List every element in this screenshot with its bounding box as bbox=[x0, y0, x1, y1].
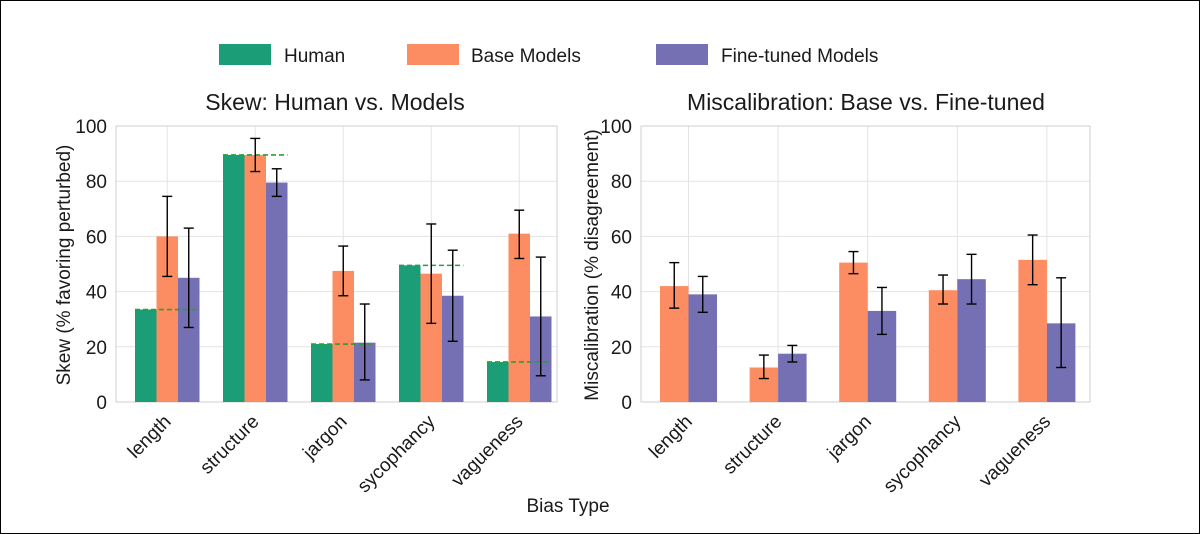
miscal-xtick-label-structure: structure bbox=[719, 411, 786, 478]
skew-errorbar-base-models-sycophancy bbox=[426, 223, 437, 325]
miscal-ytick-label: 20 bbox=[611, 338, 632, 359]
miscal-errorbar-base-models-vagueness bbox=[1027, 234, 1038, 286]
skew-ytick-label: 20 bbox=[86, 338, 107, 359]
miscal-errorbars-base-models bbox=[669, 234, 1038, 380]
miscal-errorbar-fine-tuned-models-structure bbox=[787, 344, 798, 363]
skew-bar-base-models-vagueness bbox=[508, 233, 530, 402]
miscal-errorbar-fine-tuned-models-length bbox=[697, 275, 708, 313]
miscal-errorbar-base-models-sycophancy bbox=[938, 274, 949, 305]
skew-bar-base-models-sycophancy bbox=[420, 273, 442, 402]
legend-item-fine-tuned-models: Fine-tuned Models bbox=[656, 44, 878, 67]
legend-label-human: Human bbox=[284, 46, 345, 67]
miscal-errorbar-fine-tuned-models-vagueness bbox=[1056, 277, 1067, 369]
legend-swatch-fine-tuned-models bbox=[656, 44, 708, 65]
miscal-ytick-label: 60 bbox=[611, 227, 632, 248]
legend-label-base-models: Base Models bbox=[471, 46, 581, 67]
skew-bar-human-jargon bbox=[311, 344, 333, 402]
miscalibration-chart-title: Miscalibration: Base vs. Fine-tuned bbox=[687, 89, 1045, 115]
skew-errorbar-fine-tuned-models-length bbox=[183, 227, 194, 329]
legend-item-base-models: Base Models bbox=[407, 44, 581, 67]
legend-label-fine-tuned-models: Fine-tuned Models bbox=[721, 46, 878, 67]
skew-chart: Skew: Human vs. Models Skew (% favoring … bbox=[54, 89, 558, 497]
skew-errorbar-base-models-jargon bbox=[338, 245, 349, 297]
skew-bar-human-structure bbox=[223, 154, 245, 402]
legend: Human Base Models Fine-tuned Models bbox=[219, 44, 878, 67]
miscal-bar-base-models-sycophancy bbox=[928, 290, 958, 402]
skew-bar-base-models-structure bbox=[244, 154, 266, 402]
skew-xtick-label-structure: structure bbox=[196, 411, 263, 478]
miscal-errorbar-fine-tuned-models-sycophancy bbox=[966, 253, 977, 305]
skew-series-base-models bbox=[156, 154, 530, 402]
miscal-xtick-label-sycophancy: sycophancy bbox=[880, 411, 966, 497]
skew-bar-human-vagueness bbox=[487, 361, 509, 402]
skew-ytick-label: 40 bbox=[86, 283, 107, 304]
skew-ytick-label: 100 bbox=[75, 117, 107, 138]
skew-xtick-label-length: length bbox=[124, 411, 175, 462]
skew-errorbar-fine-tuned-models-sycophancy bbox=[447, 249, 458, 342]
skew-errorbars-base-models bbox=[162, 137, 525, 325]
skew-bar-base-models-jargon bbox=[332, 270, 354, 402]
skew-chart-title: Skew: Human vs. Models bbox=[205, 89, 464, 115]
skew-bar-fine-tuned-models-structure bbox=[266, 182, 288, 402]
miscalibration-chart-ylabel: Miscalibration (% disagreement) bbox=[582, 129, 603, 400]
miscal-errorbar-fine-tuned-models-jargon bbox=[876, 286, 887, 336]
miscal-errorbar-base-models-jargon bbox=[848, 250, 859, 275]
skew-errorbar-fine-tuned-models-structure bbox=[271, 168, 282, 198]
skew-xtick-label-jargon: jargon bbox=[299, 411, 352, 464]
legend-item-human: Human bbox=[219, 44, 345, 67]
skew-bar-base-models-length bbox=[156, 236, 178, 402]
skew-ytick-label: 60 bbox=[86, 227, 107, 248]
miscal-xtick-label-vagueness: vagueness bbox=[975, 411, 1055, 491]
miscal-errorbar-base-models-structure bbox=[758, 354, 769, 380]
skew-ytick-label: 80 bbox=[86, 172, 107, 193]
miscal-bar-base-models-jargon bbox=[839, 262, 868, 402]
skew-errorbar-fine-tuned-models-vagueness bbox=[535, 256, 546, 377]
legend-swatch-base-models bbox=[407, 44, 459, 65]
skew-errorbars-fine-tuned-models bbox=[183, 168, 546, 381]
skew-xtick-label-vagueness: vagueness bbox=[448, 411, 528, 491]
legend-swatch-human bbox=[219, 44, 271, 65]
miscal-ytick-label: 80 bbox=[611, 172, 632, 193]
miscal-errorbar-base-models-length bbox=[669, 261, 680, 309]
skew-series-human bbox=[135, 154, 509, 402]
miscal-xtick-label-length: length bbox=[645, 411, 696, 462]
x-axis-label: Bias Type bbox=[526, 496, 609, 517]
miscalibration-chart: Miscalibration: Base vs. Fine-tuned Misc… bbox=[582, 89, 1091, 497]
miscal-ytick-label: 100 bbox=[600, 117, 632, 138]
skew-errorbar-base-models-vagueness bbox=[514, 209, 525, 260]
miscal-xtick-label-jargon: jargon bbox=[823, 411, 876, 464]
skew-errorbar-base-models-structure bbox=[250, 137, 261, 173]
skew-xtick-label-sycophancy: sycophancy bbox=[354, 411, 440, 497]
skew-ytick-label: 0 bbox=[96, 393, 107, 414]
miscal-ytick-label: 40 bbox=[611, 283, 632, 304]
skew-errorbar-fine-tuned-models-jargon bbox=[359, 303, 370, 381]
skew-chart-ylabel: Skew (% favoring perturbed) bbox=[54, 145, 75, 386]
skew-bar-fine-tuned-models-sycophancy bbox=[442, 295, 464, 402]
miscal-series-base-models bbox=[660, 259, 1047, 402]
skew-errorbar-base-models-length bbox=[162, 195, 173, 278]
skew-bar-human-sycophancy bbox=[399, 265, 421, 402]
miscal-ytick-label: 0 bbox=[621, 393, 632, 414]
skew-bar-human-length bbox=[135, 309, 157, 402]
miscal-errorbars-fine-tuned-models bbox=[697, 253, 1067, 369]
